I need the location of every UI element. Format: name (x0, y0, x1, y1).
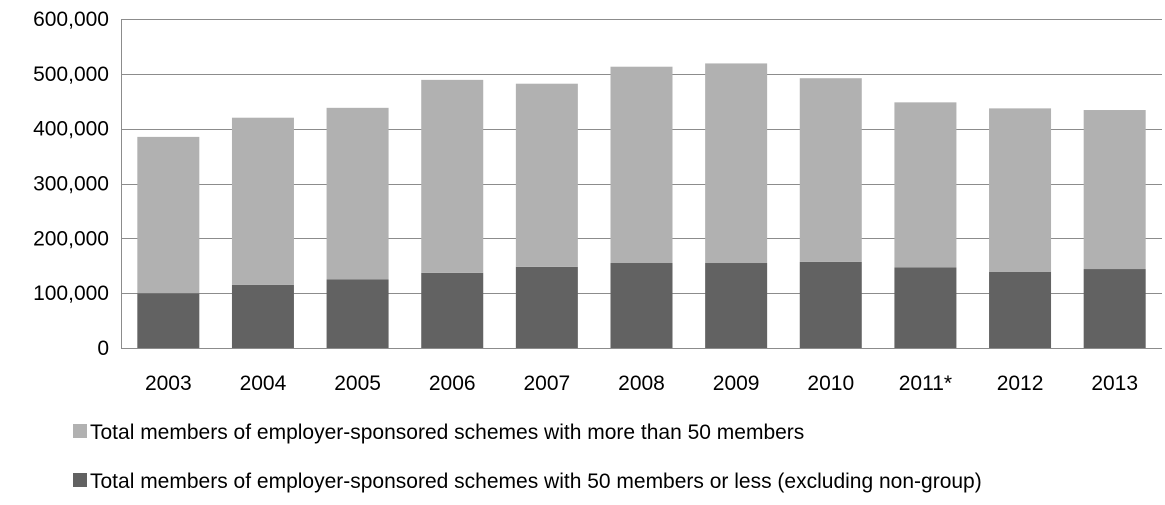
x-tick-label: 2010 (807, 372, 854, 395)
bar-segment-small-schemes (1083, 269, 1146, 348)
x-tick-label: 2003 (145, 372, 192, 395)
y-tick-label: 200,000 (33, 227, 109, 250)
x-axis-tick-labels: 2003 2004 2005 2006 2007 2008 2009 2010 2011* 201… (145, 372, 1138, 395)
bar-segment-large-schemes (705, 63, 768, 264)
x-tick-label: 2004 (240, 372, 287, 395)
bar-segment-small-schemes (515, 266, 578, 348)
bar-segment-small-schemes (326, 279, 389, 348)
legend: Total members of employer-sponsored sche… (73, 421, 982, 493)
bars (137, 63, 1146, 348)
x-tick-label: 2013 (1091, 372, 1138, 395)
y-axis-tick-labels: 0 100,000 200,000 300,000 400,000 500,000 600,… (33, 8, 109, 360)
legend-label: Total members of employer-sponsored sche… (90, 421, 804, 444)
x-tick-label: 2008 (618, 372, 665, 395)
y-tick-label: 300,000 (33, 173, 109, 196)
x-tick-label: 2009 (713, 372, 760, 395)
x-tick-label: 2012 (997, 372, 1044, 395)
bar-segment-small-schemes (705, 263, 768, 348)
bar-segment-small-schemes (610, 263, 673, 348)
bar-segment-large-schemes (137, 136, 200, 294)
bar-segment-large-schemes (1083, 110, 1146, 270)
x-tick-label: 2006 (429, 372, 476, 395)
bar-segment-large-schemes (894, 102, 957, 268)
y-tick-label: 0 (97, 337, 109, 360)
x-tick-label: 2007 (524, 372, 571, 395)
bar-segment-large-schemes (231, 117, 294, 285)
legend-swatch (73, 424, 87, 438)
y-tick-label: 600,000 (33, 8, 109, 31)
bar-segment-small-schemes (231, 284, 294, 348)
bar-segment-small-schemes (799, 261, 862, 348)
bar-segment-small-schemes (421, 272, 484, 348)
bar-segment-large-schemes (799, 78, 862, 262)
legend-swatch (73, 473, 87, 487)
bar-segment-large-schemes (610, 66, 673, 263)
y-tick-label: 100,000 (33, 282, 109, 305)
x-tick-label: 2011* (899, 372, 952, 395)
bar-segment-large-schemes (515, 83, 578, 267)
bar-segment-small-schemes (137, 293, 200, 348)
y-tick-label: 400,000 (33, 118, 109, 141)
legend-label: Total members of employer-sponsored sche… (90, 470, 982, 493)
bar-segment-large-schemes (421, 79, 484, 273)
axes (121, 19, 1162, 349)
x-tick-label: 2005 (334, 372, 381, 395)
bar-segment-small-schemes (989, 271, 1052, 348)
y-tick-label: 500,000 (33, 63, 109, 86)
bar-segment-small-schemes (894, 267, 957, 348)
bar-segment-large-schemes (326, 107, 389, 280)
bar-segment-large-schemes (989, 108, 1052, 272)
